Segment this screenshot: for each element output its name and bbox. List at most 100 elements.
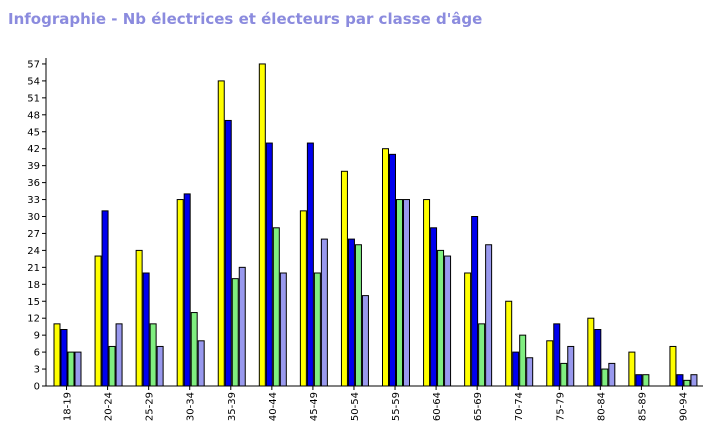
x-tick-label: 60-64 [432,392,443,421]
x-tick-label: 45-49 [309,392,320,421]
x-tick-label: 70-74 [514,392,525,421]
bar-80-84-series-4 [608,362,616,387]
bar-30-34-series-1 [176,199,184,387]
bar-85-89-series-3 [642,374,650,387]
bar-75-79-series-2 [553,323,561,387]
bar-45-49-series-3 [313,272,321,387]
bar-80-84-series-2 [594,329,602,387]
bar-90-94-series-1 [669,345,677,387]
y-tick-label: 36 [27,178,40,189]
bar-70-74-series-1 [505,300,513,387]
x-tick-label: 35-39 [227,392,238,421]
chart-title: Infographie - Nb électrices et électeurs… [8,10,483,28]
y-tick-label: 9 [34,331,40,342]
y-tick-label: 30 [27,212,40,223]
bar-75-79-series-1 [546,340,554,387]
bar-40-44-series-1 [258,63,266,387]
bar-60-64-series-3 [437,249,445,387]
bar-45-49-series-1 [299,210,307,387]
y-tick-label: 57 [27,59,40,70]
bar-40-44-series-2 [265,142,273,387]
bar-55-59-series-4 [403,199,410,387]
bar-20-24-series-4 [115,323,123,387]
y-tick-label: 3 [34,365,40,376]
bar-85-89-series-1 [628,351,636,387]
bar-80-84-series-3 [601,368,609,387]
bar-50-54-series-1 [340,170,348,387]
x-tick-label: 90-94 [678,392,689,421]
bar-20-24-series-1 [94,255,102,387]
bar-50-54-series-3 [354,244,362,387]
y-tick-label: 24 [27,246,40,257]
bar-20-24-series-2 [101,210,109,387]
x-tick-label: 65-69 [473,392,484,421]
x-tick-label: 55-59 [391,392,402,421]
bar-35-39-series-2 [224,119,232,387]
bar-90-94-series-4 [690,374,698,387]
bar-60-64-series-4 [444,255,452,387]
bar-35-39-series-3 [231,278,239,387]
bar-25-29-series-4 [156,345,164,387]
bar-40-44-series-3 [272,227,280,387]
bar-20-24-series-3 [108,345,116,387]
bar-90-94-series-2 [676,374,684,387]
bar-30-34-series-2 [183,193,191,387]
bar-55-59-series-2 [389,153,396,387]
bar-18-19-series-4 [74,351,82,387]
bar-70-74-series-4 [526,357,534,387]
y-tick-label: 54 [27,76,40,87]
bar-30-34-series-3 [190,312,198,387]
bar-18-19-series-3 [67,351,75,387]
bar-65-69-series-4 [485,244,493,387]
bar-65-69-series-2 [471,216,479,387]
y-tick-label: 33 [27,195,40,206]
bar-45-49-series-2 [306,142,314,387]
y-tick-label: 0 [34,382,40,393]
bar-50-54-series-2 [347,238,355,387]
x-tick-label: 20-24 [104,392,115,421]
y-tick-label: 15 [27,297,40,308]
bar-70-74-series-3 [519,334,527,387]
bar-35-39-series-1 [217,80,225,387]
x-tick-label: 85-89 [637,392,648,421]
y-tick-label: 45 [27,127,40,138]
x-tick-label: 80-84 [596,392,607,421]
bar-80-84-series-1 [587,317,595,387]
x-axis-ticks: 18-19 20-24 25-29 30-34 35-39 40-44 45-49 50-54… [63,386,689,421]
y-tick-label: 12 [27,314,40,325]
bar-18-19-series-1 [53,323,61,387]
y-tick-label: 48 [27,110,40,121]
bar-40-44-series-4 [279,272,287,387]
bar-65-69-series-1 [464,272,472,387]
y-tick-label: 6 [34,348,40,359]
bar-85-89-series-2 [635,374,643,387]
bar-25-29-series-2 [142,272,150,387]
bar-65-69-series-3 [478,323,486,387]
bar-25-29-series-3 [149,323,157,387]
x-tick-label: 40-44 [268,392,279,421]
bar-30-34-series-4 [197,340,205,387]
bars-group [53,63,698,387]
bar-70-74-series-2 [512,351,520,387]
y-tick-label: 27 [27,229,40,240]
x-tick-label: 75-79 [555,392,566,421]
bar-75-79-series-4 [567,345,575,387]
bar-50-54-series-4 [361,295,369,387]
x-tick-label: 30-34 [186,392,197,421]
bar-45-49-series-4 [320,238,328,387]
y-tick-label: 51 [27,93,40,104]
bar-55-59-series-1 [382,148,389,387]
x-tick-label: 18-19 [63,392,74,421]
bar-90-94-series-3 [683,379,691,387]
bar-55-59-series-3 [396,199,403,387]
bar-25-29-series-1 [135,249,143,387]
y-tick-label: 42 [27,144,40,155]
x-tick-label: 50-54 [350,392,361,421]
bar-60-64-series-2 [430,227,438,387]
y-tick-label: 18 [27,280,40,291]
bar-18-19-series-2 [60,329,68,387]
x-tick-label: 25-29 [145,392,156,421]
y-tick-label: 21 [27,263,40,274]
